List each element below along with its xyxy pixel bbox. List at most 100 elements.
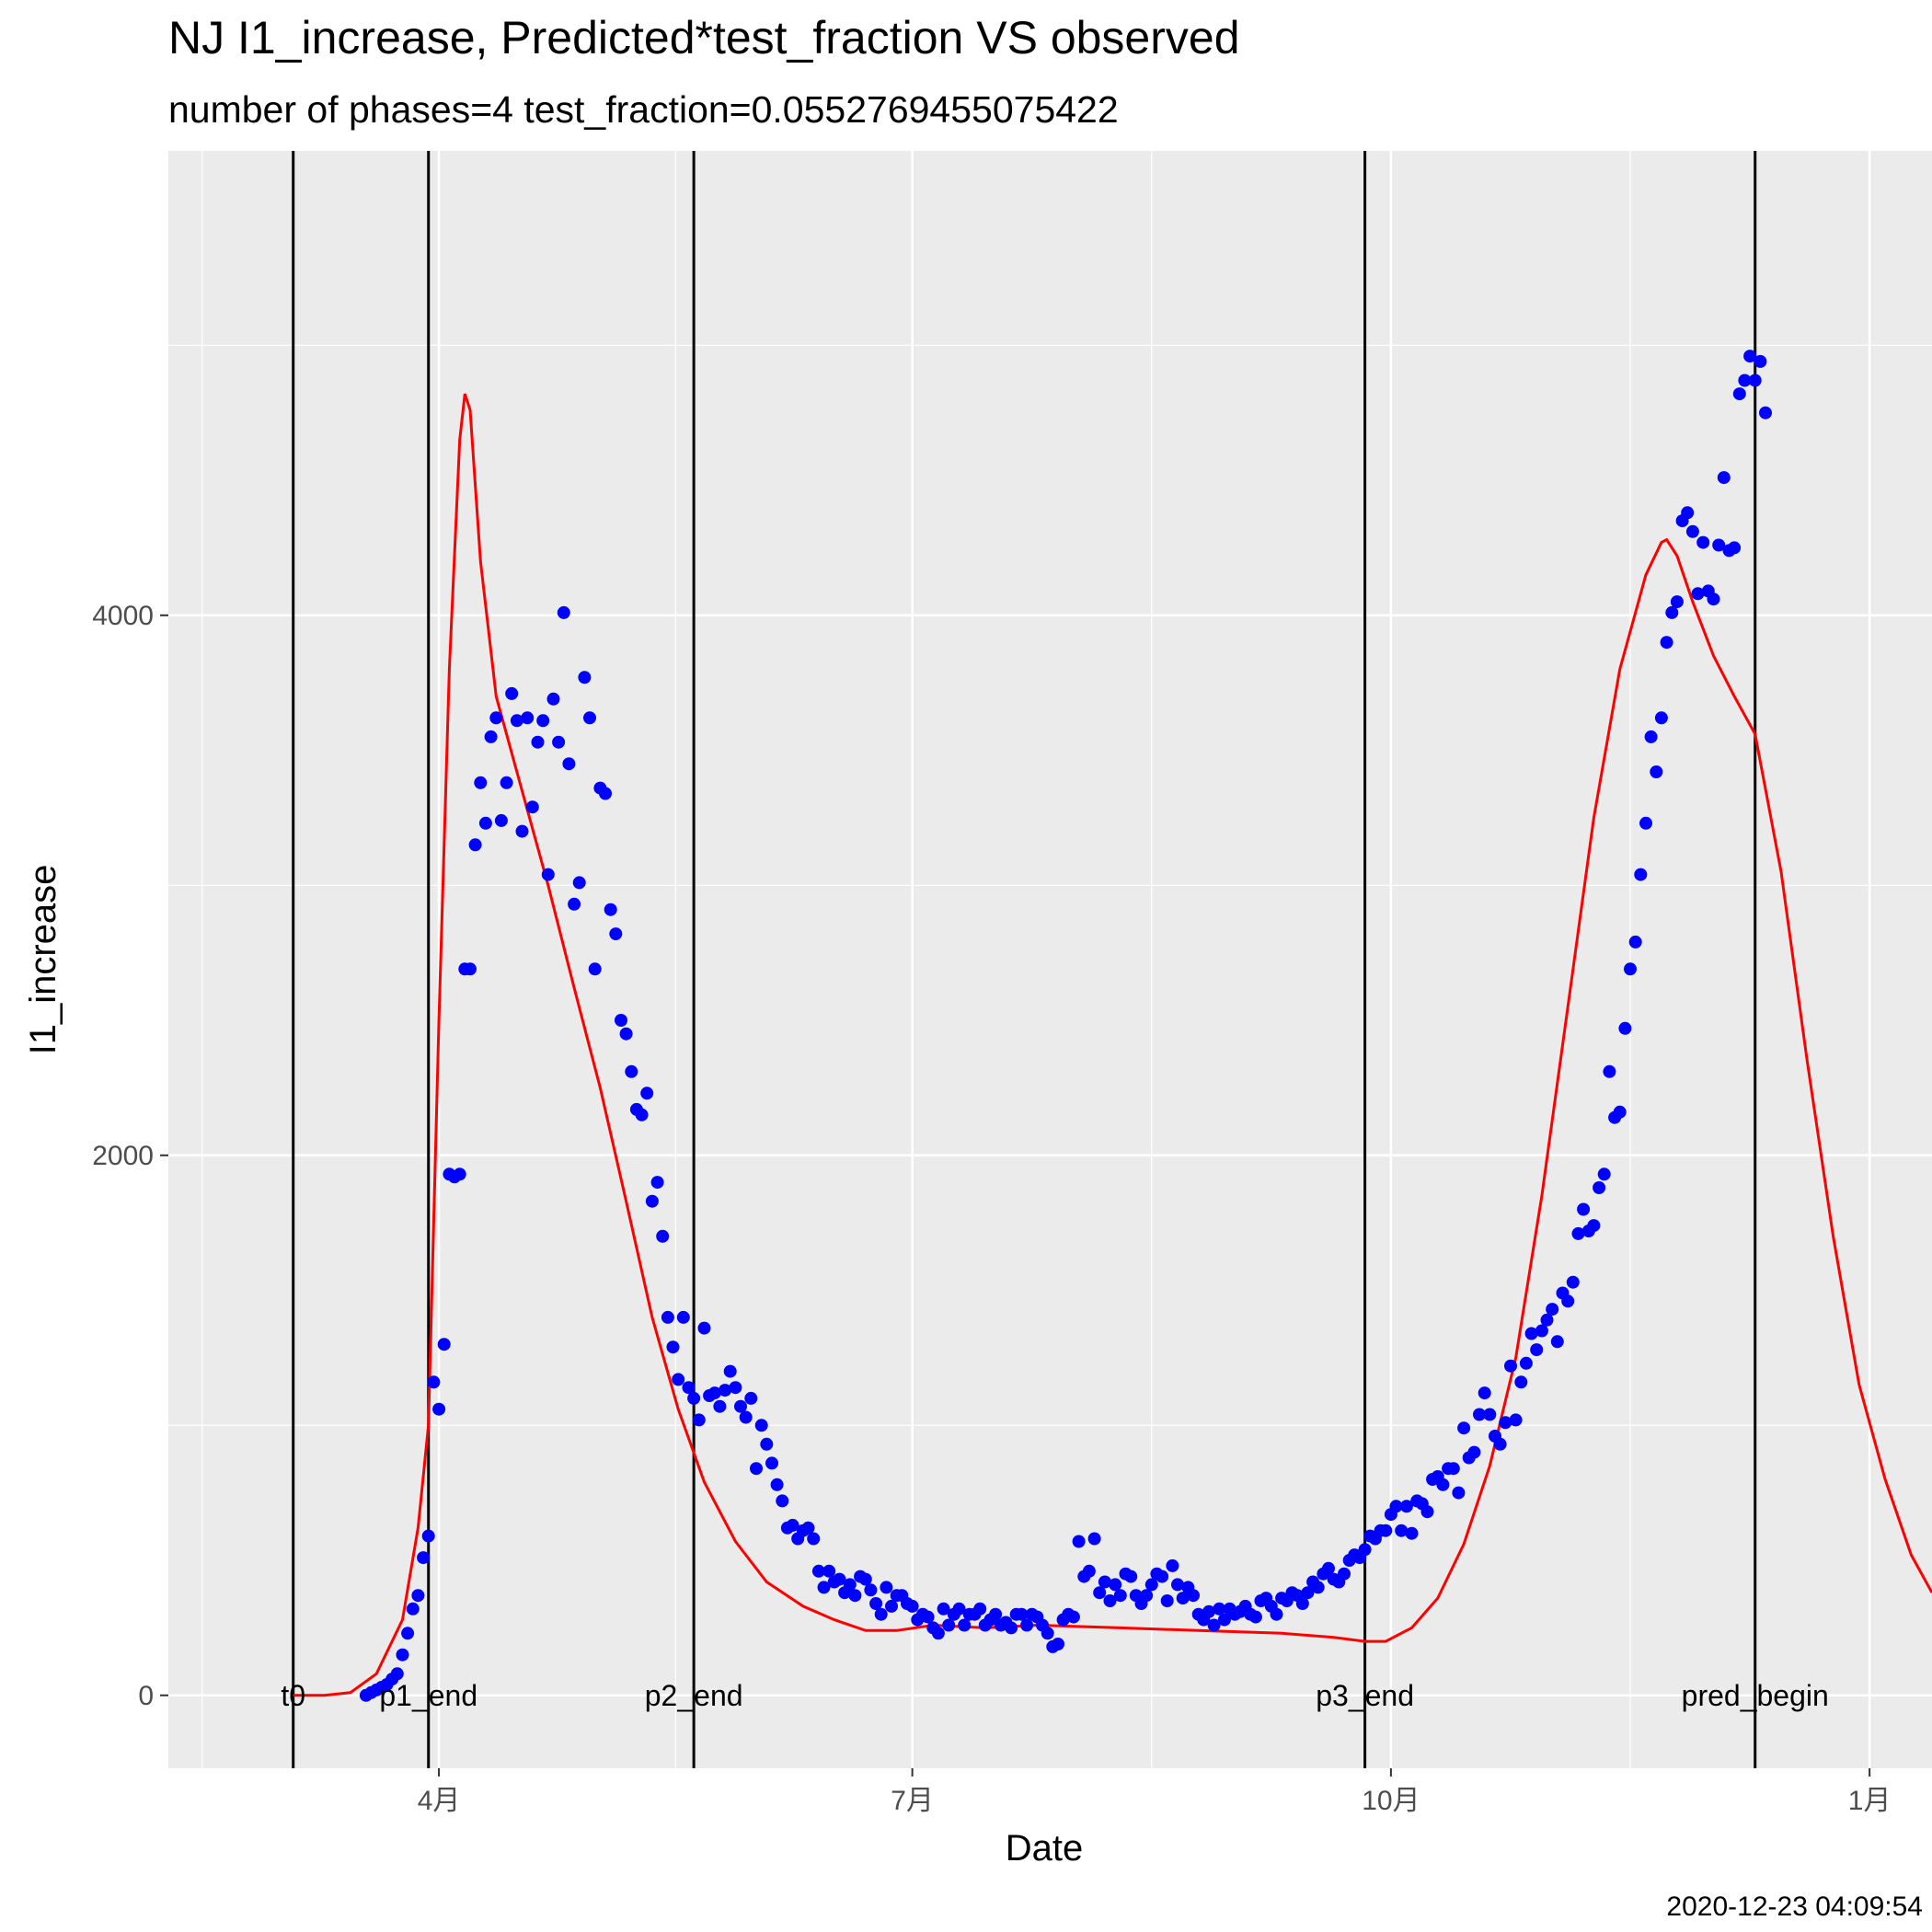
observed-point bbox=[1248, 1610, 1262, 1624]
x-tick-label: 7月 bbox=[891, 1786, 934, 1816]
observed-point bbox=[1082, 1564, 1096, 1578]
observed-point bbox=[1759, 406, 1772, 420]
x-tick-label: 1月 bbox=[1848, 1786, 1892, 1816]
observed-point bbox=[1041, 1627, 1054, 1640]
observed-point bbox=[1644, 730, 1658, 743]
observed-point bbox=[401, 1627, 415, 1640]
y-axis: 0 2000 4000 bbox=[92, 601, 168, 1711]
observed-point bbox=[937, 1602, 950, 1616]
observed-point bbox=[1420, 1505, 1434, 1519]
observed-point bbox=[1670, 595, 1684, 609]
observed-point bbox=[615, 1014, 627, 1027]
observed-point bbox=[1389, 1500, 1403, 1513]
observed-point bbox=[1499, 1416, 1512, 1430]
observed-point bbox=[432, 1402, 446, 1416]
observed-point bbox=[1144, 1578, 1158, 1592]
observed-point bbox=[1732, 387, 1746, 401]
observed-point bbox=[1654, 711, 1668, 725]
observed-point bbox=[750, 1462, 763, 1476]
observed-points bbox=[359, 350, 1772, 1702]
observed-point bbox=[1160, 1594, 1174, 1607]
observed-point bbox=[921, 1610, 935, 1624]
observed-point bbox=[739, 1410, 753, 1424]
observed-point bbox=[1124, 1570, 1138, 1583]
observed-point bbox=[484, 730, 498, 743]
observed-point bbox=[609, 927, 623, 941]
observed-point bbox=[568, 897, 581, 911]
observed-point bbox=[672, 1373, 685, 1386]
observed-point bbox=[640, 1087, 654, 1100]
observed-point bbox=[562, 757, 576, 771]
observed-point bbox=[1020, 1618, 1034, 1632]
observed-point bbox=[552, 735, 566, 749]
observed-point bbox=[1712, 538, 1726, 552]
observed-point bbox=[572, 876, 586, 890]
observed-point bbox=[604, 903, 617, 916]
grid-major bbox=[168, 151, 1932, 1768]
observed-point bbox=[864, 1583, 878, 1597]
observed-point bbox=[1052, 1638, 1064, 1650]
observed-point bbox=[1072, 1535, 1086, 1548]
observed-point bbox=[1446, 1462, 1460, 1476]
observed-point bbox=[760, 1437, 774, 1451]
observed-point bbox=[833, 1572, 846, 1586]
x-axis-title: Date bbox=[1006, 1828, 1084, 1869]
observed-point bbox=[723, 1364, 737, 1378]
observed-point bbox=[942, 1618, 956, 1632]
observed-point bbox=[801, 1521, 815, 1535]
observed-point bbox=[645, 1194, 659, 1208]
observed-point bbox=[1691, 587, 1705, 601]
observed-point bbox=[599, 787, 612, 800]
observed-point bbox=[1202, 1604, 1215, 1618]
observed-point bbox=[500, 776, 513, 789]
observed-point bbox=[905, 1599, 919, 1613]
observed-point bbox=[1301, 1586, 1315, 1600]
observed-point bbox=[1696, 535, 1710, 549]
observed-point bbox=[885, 1599, 898, 1613]
observed-point bbox=[453, 1167, 466, 1181]
observed-point bbox=[1473, 1408, 1486, 1421]
observed-point bbox=[958, 1618, 972, 1632]
observed-point bbox=[417, 1551, 431, 1565]
observed-point bbox=[682, 1381, 696, 1395]
observed-point bbox=[1311, 1581, 1325, 1594]
observed-point bbox=[1509, 1413, 1523, 1427]
observed-point bbox=[1467, 1445, 1481, 1459]
y-tick-label: 0 bbox=[138, 1681, 154, 1711]
observed-point bbox=[583, 711, 596, 725]
x-tick-label: 10月 bbox=[1362, 1786, 1420, 1816]
observed-point bbox=[1166, 1558, 1179, 1572]
y-tick-label: 4000 bbox=[92, 601, 154, 631]
observed-point bbox=[1546, 1303, 1559, 1317]
observed-point bbox=[719, 1384, 732, 1397]
observed-point bbox=[1728, 541, 1742, 555]
observed-point bbox=[1754, 354, 1767, 368]
observed-point bbox=[822, 1564, 836, 1578]
observed-point bbox=[656, 1229, 670, 1243]
observed-point bbox=[869, 1597, 883, 1610]
observed-point bbox=[1603, 1064, 1616, 1078]
observed-point bbox=[505, 686, 519, 700]
observed-point bbox=[1322, 1561, 1335, 1575]
observed-point bbox=[1270, 1607, 1283, 1621]
observed-point bbox=[1213, 1602, 1226, 1616]
observed-point bbox=[1093, 1586, 1107, 1600]
observed-point bbox=[1338, 1567, 1351, 1581]
observed-point bbox=[1176, 1592, 1190, 1605]
observed-point bbox=[1707, 592, 1720, 606]
x-tick-label: 4月 bbox=[418, 1786, 461, 1816]
observed-point bbox=[1379, 1524, 1393, 1537]
phase-label: pred_begin bbox=[1682, 1679, 1829, 1712]
observed-point bbox=[1452, 1486, 1466, 1500]
observed-point bbox=[464, 962, 477, 976]
phase-label: t0 bbox=[281, 1679, 305, 1712]
grid-minor bbox=[168, 151, 1932, 1768]
observed-point bbox=[1217, 1613, 1231, 1627]
observed-point bbox=[1295, 1597, 1309, 1610]
observed-point bbox=[1577, 1202, 1591, 1216]
observed-point bbox=[1717, 471, 1731, 485]
phase-lines bbox=[292, 151, 1757, 1768]
observed-point bbox=[494, 813, 508, 827]
observed-point bbox=[807, 1532, 821, 1546]
observed-point bbox=[510, 714, 523, 728]
